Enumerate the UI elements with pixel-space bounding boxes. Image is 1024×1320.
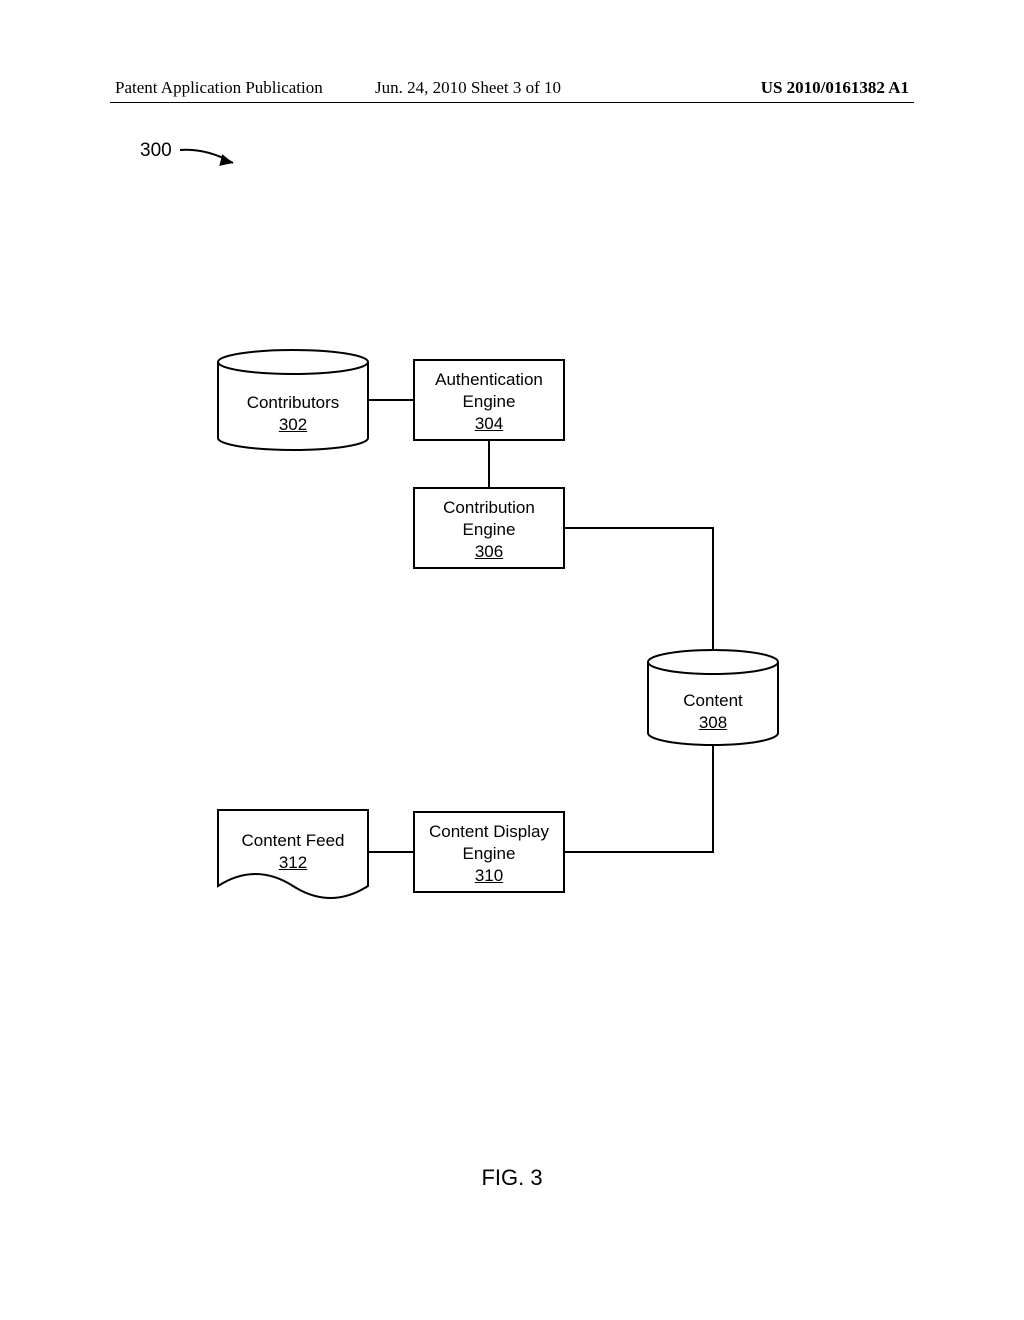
node-content: Content308 — [648, 690, 778, 734]
figure-title: FIG. 3 — [0, 1165, 1024, 1191]
node-auth: AuthenticationEngine304 — [414, 369, 564, 435]
page: Patent Application Publication Jun. 24, … — [0, 0, 1024, 1320]
node-contributors: Contributors302 — [218, 392, 368, 436]
node-contribution: ContributionEngine306 — [414, 497, 564, 563]
node-feed: Content Feed312 — [218, 830, 368, 874]
node-display: Content DisplayEngine310 — [414, 821, 564, 887]
diagram-svg — [0, 0, 1024, 1320]
